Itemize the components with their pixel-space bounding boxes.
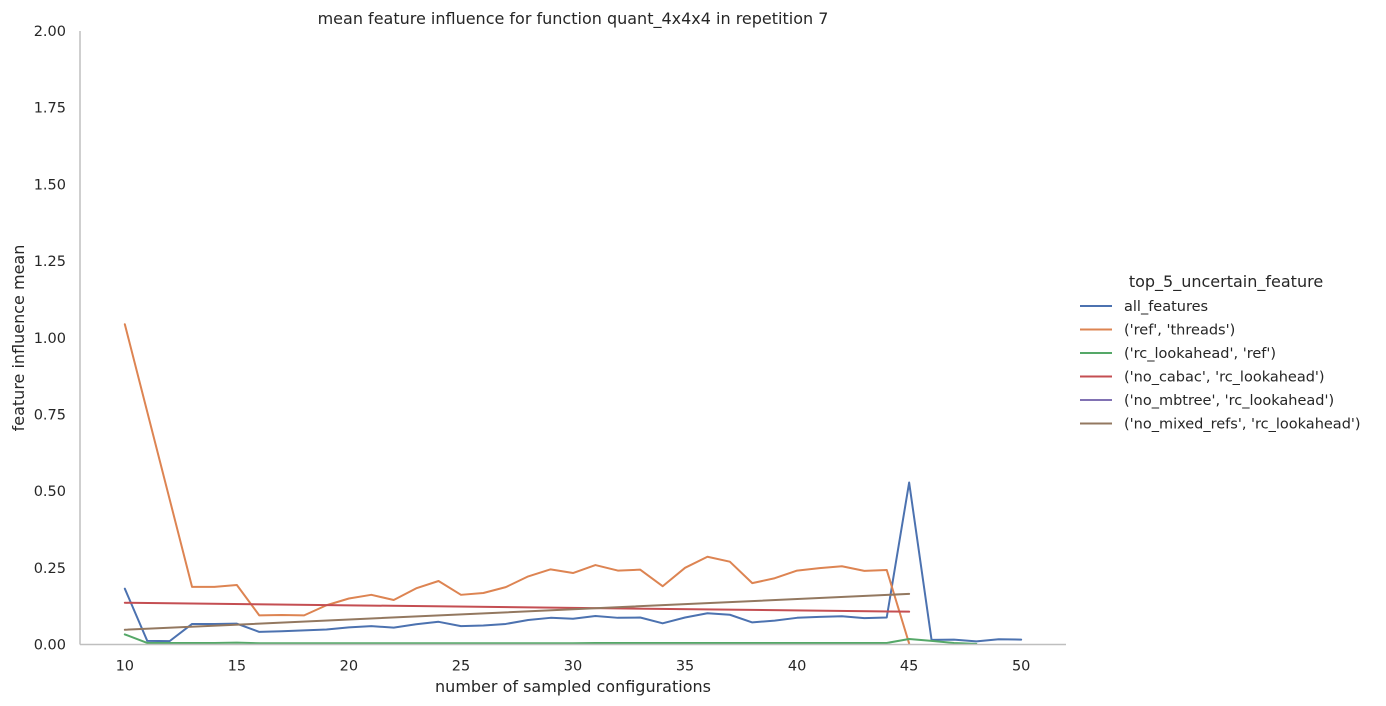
- y-tick-label: 0.75: [34, 407, 66, 423]
- y-tick-label: 0.50: [34, 484, 66, 500]
- y-tick-label: 1.75: [34, 101, 66, 117]
- y-tick-label: 0.00: [34, 638, 66, 654]
- legend-label-4: ('no_mbtree', 'rc_lookahead'): [1124, 393, 1334, 409]
- x-tick-label: 35: [676, 659, 694, 675]
- x-tick-label: 40: [788, 659, 806, 675]
- series-line-2: [123, 633, 978, 645]
- legend-items: all_features ('ref', 'threads') ('rc_looka…: [1080, 299, 1361, 433]
- y-tick-label: 1.50: [34, 177, 66, 193]
- x-tick-label: 10: [116, 659, 134, 675]
- x-tick-label: 50: [1012, 659, 1030, 675]
- legend: top_5_uncertain_feature all_features ('re…: [1080, 272, 1361, 433]
- y-tick-label: 2.00: [34, 24, 66, 40]
- legend-label-1: ('ref', 'threads'): [1124, 323, 1235, 339]
- x-tick-label: 45: [900, 659, 918, 675]
- y-tick-labels: 0.00 0.25 0.50 0.75 1.00 1.25 1.50 1.75 2.00: [34, 24, 66, 654]
- x-tick-label: 25: [452, 659, 470, 675]
- series-line-1: [123, 323, 911, 645]
- plot-area: [123, 323, 1023, 645]
- legend-label-0: all_features: [1124, 299, 1208, 315]
- series-line-5: [123, 592, 911, 631]
- y-tick-label: 0.25: [34, 561, 66, 577]
- x-tick-label: 15: [228, 659, 246, 675]
- y-tick-label: 1.25: [34, 254, 66, 270]
- x-tick-label: 30: [564, 659, 582, 675]
- x-tick-labels: 10 15 20 25 30 35 40 45 50: [116, 659, 1031, 675]
- legend-label-5: ('no_mixed_refs', 'rc_lookahead'): [1124, 417, 1361, 433]
- x-tick-label: 20: [340, 659, 358, 675]
- legend-title: top_5_uncertain_feature: [1129, 272, 1323, 292]
- series-line-0: [123, 481, 1023, 643]
- series-line-3: [123, 601, 911, 613]
- legend-label-3: ('no_cabac', 'rc_lookahead'): [1124, 370, 1325, 386]
- legend-label-2: ('rc_lookahead', 'ref'): [1124, 346, 1276, 362]
- x-axis-label: number of sampled configurations: [435, 677, 711, 696]
- y-tick-label: 1.00: [34, 331, 66, 347]
- chart-title: mean feature influence for function quan…: [318, 9, 829, 29]
- y-axis-label: feature influence mean: [9, 245, 28, 432]
